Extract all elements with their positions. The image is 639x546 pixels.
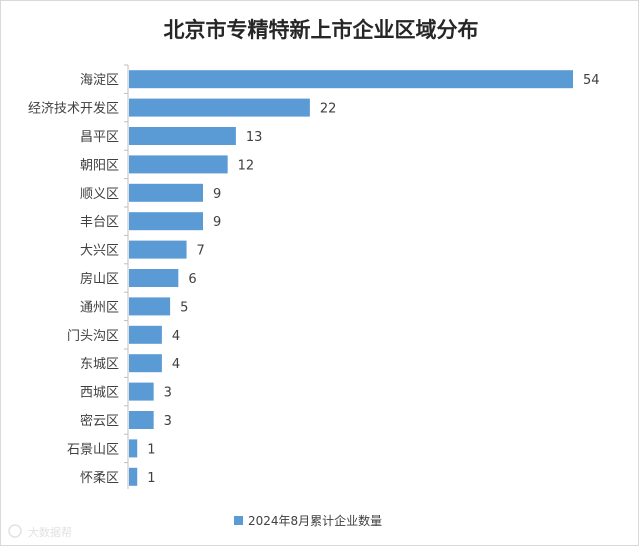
category-label: 海淀区 (80, 73, 119, 88)
category-label: 大兴区 (80, 244, 119, 259)
legend-swatch (234, 516, 243, 525)
logo-icon (8, 524, 22, 538)
category-label: 西城区 (80, 386, 119, 401)
value-label: 9 (213, 187, 221, 202)
watermark: 大数据帮 (8, 524, 72, 539)
bar (129, 212, 203, 231)
bar (129, 325, 162, 344)
bar (129, 240, 187, 259)
category-label: 通州区 (80, 300, 119, 315)
bar (129, 467, 138, 486)
bar (129, 354, 162, 373)
category-label: 石景山区 (67, 442, 119, 457)
value-label: 7 (197, 244, 205, 259)
bar (129, 127, 236, 145)
value-label: 54 (583, 73, 600, 88)
chart-title: 北京市专精特新上市企业区域分布 (164, 17, 479, 42)
value-label: 22 (320, 102, 337, 117)
value-label: 5 (180, 300, 188, 315)
category-label: 怀柔区 (80, 471, 119, 486)
category-label: 门头沟区 (67, 329, 119, 344)
value-label: 4 (172, 329, 180, 344)
category-label: 昌平区 (80, 130, 119, 145)
bar (129, 411, 154, 429)
category-label: 朝阳区 (80, 158, 119, 173)
bar (129, 155, 228, 174)
value-label: 6 (188, 272, 196, 287)
category-label: 顺义区 (80, 187, 119, 202)
bar (129, 183, 203, 202)
category-label: 经济技术开发区 (28, 101, 119, 117)
value-label: 9 (213, 215, 221, 230)
category-label: 丰台区 (80, 215, 119, 230)
value-label: 1 (147, 442, 155, 457)
value-label: 13 (246, 130, 263, 145)
legend: 2024年8月累计企业数量 (234, 513, 382, 528)
value-label: 4 (172, 357, 180, 372)
bar (129, 70, 573, 89)
bar (129, 269, 179, 287)
value-label: 3 (164, 414, 172, 429)
value-label: 1 (147, 471, 155, 486)
bar (129, 439, 138, 458)
category-label: 密云区 (80, 413, 119, 429)
category-label: 东城区 (80, 357, 119, 372)
legend-label: 2024年8月累计企业数量 (248, 513, 382, 528)
value-label: 12 (238, 158, 255, 173)
category-label: 房山区 (80, 271, 119, 287)
bar (129, 382, 154, 401)
watermark-text: 大数据帮 (28, 525, 72, 539)
bar (129, 98, 310, 117)
value-label: 3 (164, 386, 172, 401)
bar (129, 297, 171, 316)
